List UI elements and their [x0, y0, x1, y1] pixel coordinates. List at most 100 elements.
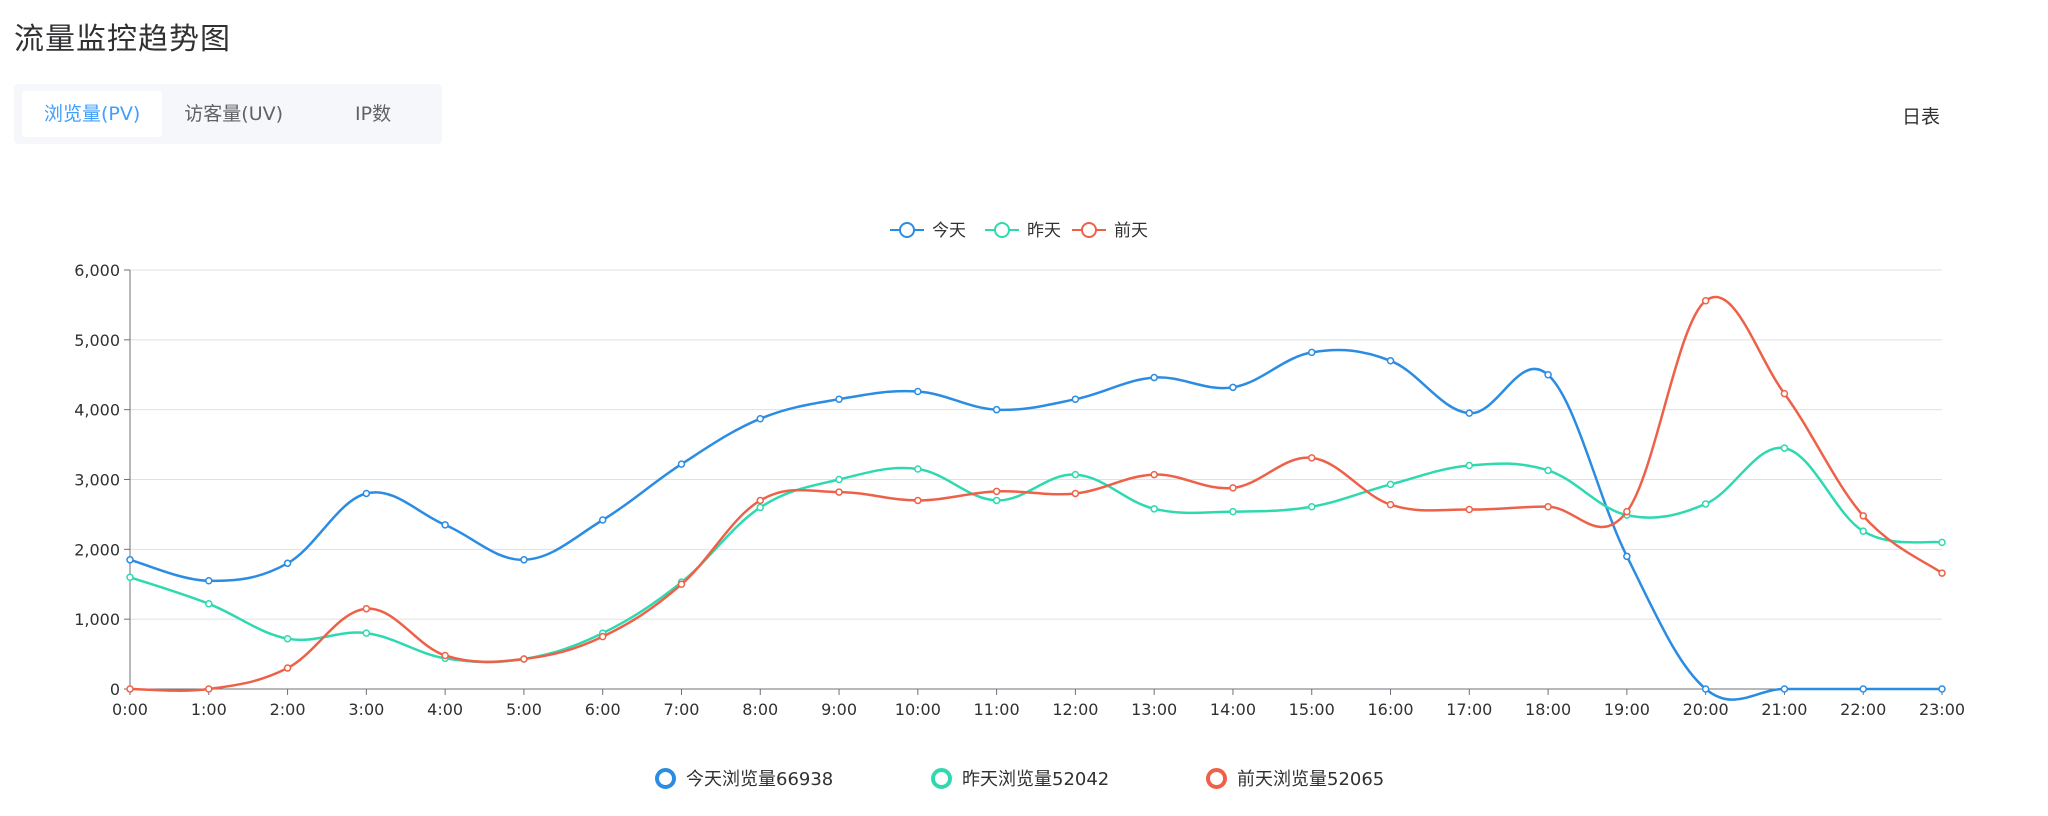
- today-ring-icon: [655, 767, 676, 789]
- day-before-ring-icon: [1206, 767, 1227, 789]
- tab-visitors[interactable]: 访客量(UV): [184, 103, 284, 125]
- data-point: [520, 556, 528, 564]
- data-point: [835, 488, 843, 496]
- data-point: [126, 685, 134, 693]
- data-point: [1780, 389, 1789, 398]
- x-tick-label: 19:00: [1604, 700, 1650, 719]
- data-point: [1544, 502, 1552, 511]
- legend-marker: [899, 222, 915, 238]
- x-tick-label: 4:00: [427, 700, 463, 719]
- y-tick-label: 3,000: [74, 471, 120, 490]
- x-tick-label: 22:00: [1840, 700, 1886, 719]
- data-point: [283, 559, 292, 568]
- data-point: [441, 651, 449, 660]
- x-tick-label: 17:00: [1446, 700, 1492, 719]
- data-point: [598, 516, 607, 524]
- y-tick-label: 1,000: [74, 610, 120, 629]
- series-1: [126, 444, 1946, 664]
- x-tick-label: 18:00: [1525, 700, 1571, 719]
- data-point: [835, 395, 843, 403]
- x-tick-label: 8:00: [742, 700, 778, 719]
- grid-lines: [130, 269, 1942, 620]
- data-point: [441, 521, 449, 529]
- metric-tab-bar: 浏览量(PV) 访客量(UV) IP数: [14, 84, 442, 144]
- data-point: [126, 573, 134, 582]
- series-line: [129, 296, 1943, 692]
- y-tick-label: 2,000: [74, 540, 120, 559]
- summary-day-before: 前天浏览量52065: [1206, 765, 1384, 791]
- data-point: [992, 487, 1001, 496]
- data-point: [520, 655, 528, 663]
- x-tick-label: 2:00: [270, 700, 306, 719]
- data-point: [1544, 466, 1552, 475]
- x-tick-label: 10:00: [895, 700, 941, 719]
- data-point: [1071, 489, 1080, 498]
- daily-report-link[interactable]: 日表: [1901, 106, 1940, 128]
- data-point: [1701, 296, 1710, 305]
- data-point: [1307, 502, 1316, 511]
- series-lines: [126, 296, 1946, 701]
- chart-legend: 今天 昨天 前天: [890, 221, 1148, 241]
- data-point: [1623, 552, 1631, 561]
- x-tick-label: 14:00: [1210, 700, 1256, 719]
- summary-yesterday-label: 昨天浏览量52042: [962, 769, 1110, 790]
- series-line: [129, 348, 1942, 701]
- data-point: [1307, 454, 1316, 462]
- data-point: [205, 600, 213, 608]
- data-point: [1386, 500, 1395, 509]
- data-point: [205, 577, 213, 585]
- data-point: [1465, 505, 1474, 514]
- data-point: [1701, 500, 1710, 508]
- series-2: [126, 296, 1946, 693]
- data-point: [1465, 409, 1474, 417]
- data-point: [1859, 512, 1867, 520]
- data-point: [1150, 505, 1158, 513]
- x-tick-label: 9:00: [821, 700, 857, 719]
- data-point: [914, 465, 922, 473]
- data-point: [1465, 461, 1474, 470]
- data-point: [992, 405, 1001, 414]
- data-point: [205, 685, 213, 693]
- tab-ip-count[interactable]: IP数: [355, 103, 392, 125]
- traffic-trend-chart: 0 1,000 2,000 3,000 4,000 5,000 6,000 0:00 1:00 2…: [74, 221, 1965, 719]
- data-point: [1780, 685, 1789, 693]
- legend-label: 今天: [932, 221, 966, 241]
- x-tick-label: 1:00: [191, 700, 227, 719]
- data-point: [914, 387, 922, 396]
- y-tick-label: 0: [110, 680, 120, 699]
- y-tick-label: 5,000: [74, 331, 120, 350]
- tab-pageviews[interactable]: 浏览量(PV): [22, 91, 163, 137]
- data-point: [992, 496, 1001, 505]
- x-tick-label: 20:00: [1683, 700, 1729, 719]
- data-point: [1623, 507, 1631, 516]
- data-point: [598, 632, 607, 641]
- y-tick-label: 4,000: [74, 401, 120, 420]
- data-point: [914, 496, 922, 505]
- data-point: [1307, 348, 1316, 357]
- x-tick-label: 21:00: [1761, 700, 1807, 719]
- data-point: [1386, 357, 1395, 365]
- legend-item-1: 昨天: [985, 221, 1061, 241]
- legend-item-2: 前天: [1072, 221, 1148, 241]
- data-point: [1229, 484, 1237, 492]
- data-point: [362, 629, 371, 637]
- data-point: [1859, 527, 1867, 535]
- data-point: [756, 503, 765, 512]
- data-point: [1938, 569, 1946, 577]
- x-tick-label: 0:00: [112, 700, 148, 719]
- data-point: [677, 580, 686, 588]
- data-point: [1071, 470, 1080, 479]
- data-point: [756, 496, 765, 505]
- yesterday-ring-icon: [931, 767, 952, 789]
- x-tick-label: 15:00: [1289, 700, 1335, 719]
- x-tick-label: 7:00: [664, 700, 700, 719]
- y-tick-label: 6,000: [74, 261, 120, 280]
- data-point: [1938, 685, 1946, 693]
- summary-today: 今天浏览量66938: [655, 765, 833, 791]
- summary-legend: 今天浏览量66938 昨天浏览量52042 前天浏览量52065: [0, 765, 2048, 795]
- legend-marker: [1081, 222, 1097, 238]
- data-point: [283, 664, 292, 672]
- data-point: [362, 604, 371, 613]
- data-point: [1938, 538, 1946, 547]
- x-tick-label: 23:00: [1919, 700, 1965, 719]
